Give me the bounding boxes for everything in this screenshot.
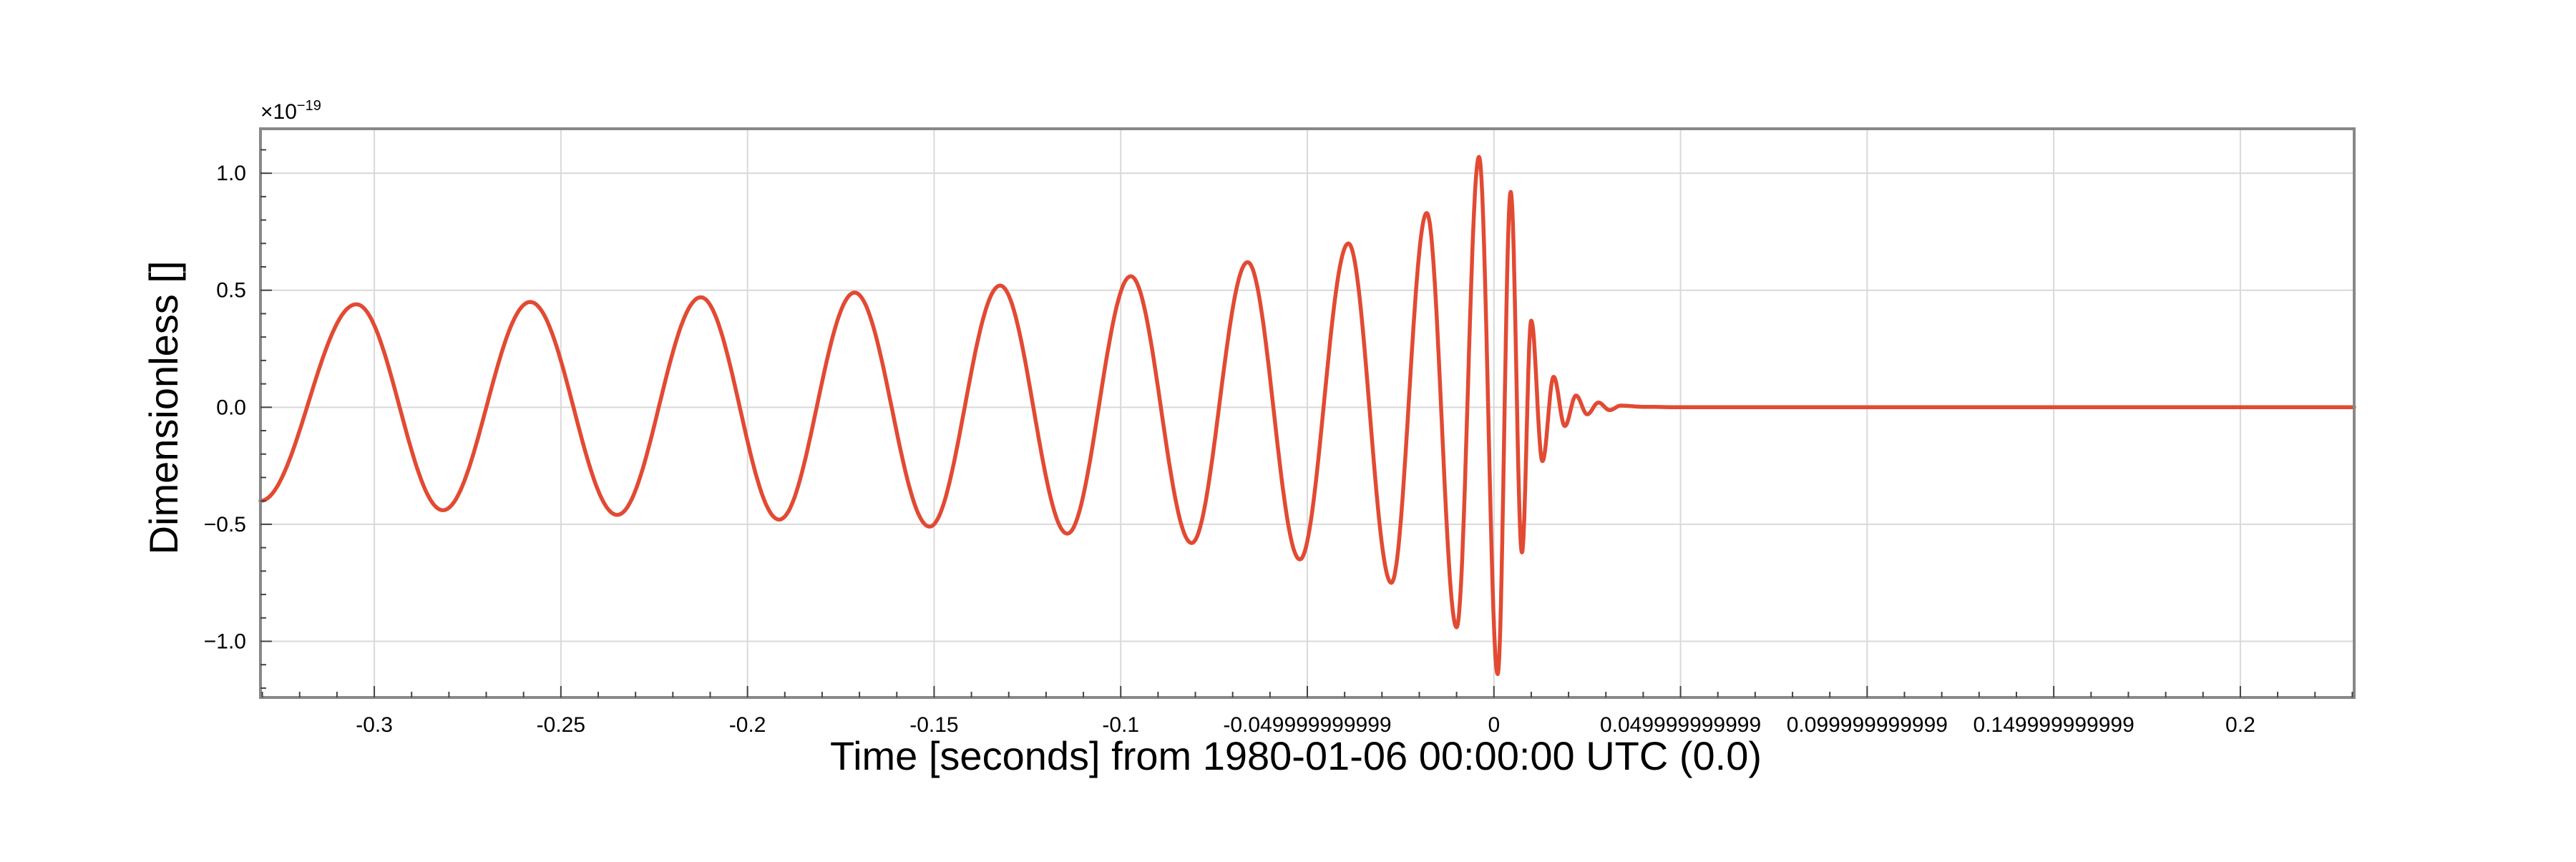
x-tick-label: 0.049999999999	[1600, 713, 1761, 737]
x-tick-label: -0.3	[356, 713, 393, 737]
tick-layer: -0.3 -0.25 -0.2 -0.15 -0.1 -0.049999999999 0 0.…	[204, 149, 2353, 737]
x-tick-label: 0.149999999999	[1974, 713, 2135, 737]
x-axis-title: Time [seconds] from 1980-01-06 00:00:00 …	[830, 733, 1762, 778]
x-tick-label: 0	[1488, 713, 1500, 737]
y-tick-label: −0.5	[204, 513, 246, 537]
y-offset-base: ×10	[260, 100, 297, 124]
y-tick-label: −1.0	[204, 630, 246, 653]
y-offset-label: ×10−19	[260, 98, 321, 124]
y-tick-label: 1.0	[216, 162, 246, 185]
y-offset-exponent: −19	[297, 98, 321, 114]
x-tick-label: 0.2	[2225, 713, 2255, 737]
x-tick-label: -0.1	[1102, 713, 1139, 737]
x-tick-label: -0.2	[729, 713, 766, 737]
x-tick-label: 0.099999999999	[1787, 713, 1948, 737]
x-tick-label: -0.25	[537, 713, 585, 737]
x-tick-label: -0.049999999999	[1223, 713, 1391, 737]
y-tick-label: 0.5	[216, 279, 246, 303]
y-tick-label: 0.0	[216, 396, 246, 419]
series-layer	[258, 155, 2356, 677]
x-tick-label: -0.15	[909, 713, 958, 737]
series-line-0	[258, 155, 2356, 677]
y-axis-title: Dimensionless []	[141, 261, 186, 555]
